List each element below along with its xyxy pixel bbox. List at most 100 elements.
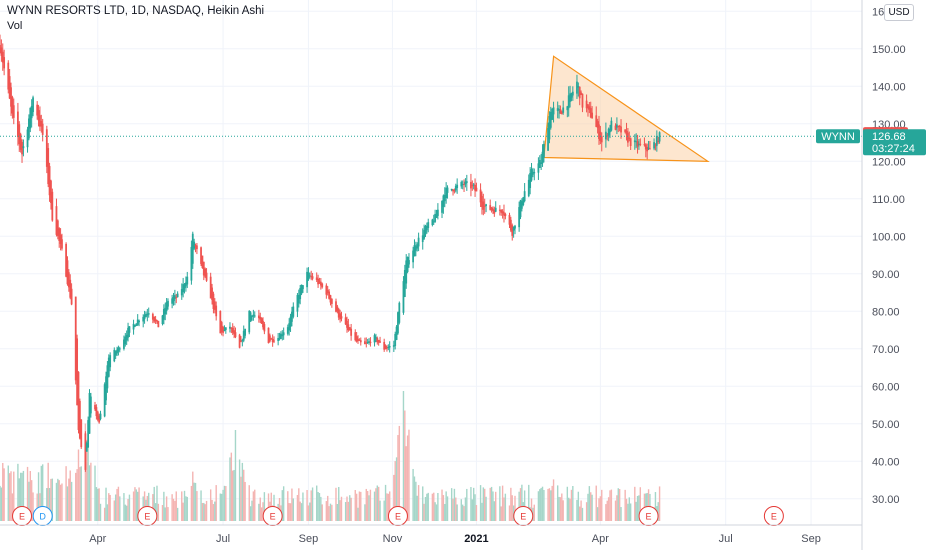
volume-bar	[119, 496, 121, 521]
candle-body	[32, 97, 34, 113]
volume-bar	[259, 497, 261, 521]
volume-bar	[366, 490, 369, 521]
volume-bar	[222, 489, 224, 521]
volume-bar	[595, 485, 597, 521]
volume-bar	[607, 497, 610, 521]
volume-bar	[70, 481, 73, 521]
candle-body	[8, 76, 11, 99]
candle-body	[519, 200, 522, 218]
volume-bar	[434, 502, 436, 521]
candle-body	[638, 143, 640, 145]
volume-bar	[175, 491, 177, 521]
candle-body	[99, 413, 102, 420]
candle-body	[560, 111, 563, 115]
candle-body	[483, 205, 486, 207]
volume-bar	[658, 486, 661, 521]
candle-body	[540, 162, 543, 165]
price-axis[interactable]: 30.00 40.00 50.00 60.00 70.00 80.00 90.00 100.0…	[861, 0, 906, 550]
candle-body	[200, 247, 202, 264]
volume-bar	[427, 492, 429, 521]
candle-body	[244, 328, 247, 336]
volume-bars	[0, 391, 661, 521]
volume-bar	[176, 507, 179, 521]
volume-bar	[360, 491, 362, 521]
chart-grid	[0, 0, 862, 525]
candle-body	[427, 222, 430, 229]
volume-bar	[185, 496, 187, 521]
volume-bar	[349, 495, 351, 521]
x-tick-label: Sep	[299, 533, 319, 545]
event-marker-label: E	[395, 512, 401, 522]
candle-body	[614, 125, 617, 130]
volume-bar	[368, 495, 370, 521]
volume-bar	[263, 492, 266, 521]
candle-body	[202, 261, 205, 276]
x-tick-label: Jul	[719, 533, 733, 545]
candle-body	[369, 341, 372, 344]
candle-body	[317, 278, 319, 285]
candle-body	[167, 300, 169, 307]
candle-body	[201, 255, 204, 268]
candle-body	[624, 129, 627, 133]
volume-bar	[624, 489, 626, 521]
volume-bar	[288, 503, 290, 521]
volume-bar	[567, 497, 570, 521]
candle-body	[425, 225, 428, 231]
candle-body	[271, 338, 274, 343]
candle-body	[17, 111, 19, 138]
volume-bar	[530, 498, 533, 521]
time-axis[interactable]: Apr Jul Sep Nov 2021 Apr Jul Sep	[0, 524, 862, 545]
volume-bar	[485, 496, 487, 521]
candle-body	[325, 285, 328, 295]
candle-body	[571, 91, 574, 96]
candle-body	[348, 327, 351, 331]
volume-bar	[537, 491, 540, 521]
candle-body	[277, 337, 280, 341]
event-marker-label: E	[144, 512, 150, 522]
volume-bar	[369, 489, 372, 521]
candle-body	[414, 246, 417, 251]
volume-bar	[252, 491, 255, 521]
volume-bar	[551, 485, 553, 521]
candle-body	[76, 338, 79, 406]
volume-bar	[106, 504, 109, 521]
triangle-pattern[interactable]	[543, 55, 710, 162]
candle-body	[165, 302, 168, 312]
candle-body	[281, 334, 284, 337]
candle-body	[299, 287, 302, 300]
candle-body	[463, 184, 465, 186]
candle-body	[589, 108, 592, 118]
candle-body	[359, 340, 362, 343]
x-tick-label: Sep	[801, 533, 821, 545]
volume-bar	[65, 466, 67, 521]
candle-body	[556, 108, 559, 111]
volume-bar	[105, 487, 107, 521]
volume-bar	[69, 470, 71, 521]
volume-bar	[136, 491, 139, 521]
volume-bar	[124, 504, 127, 521]
candle-body	[67, 272, 70, 288]
volume-bar	[466, 488, 468, 521]
candle-body	[355, 336, 358, 342]
volume-bar	[172, 498, 175, 521]
volume-bar	[416, 495, 418, 521]
candle-body	[136, 319, 139, 325]
volume-bar	[617, 488, 619, 521]
volume-bar	[460, 499, 462, 521]
currency-button[interactable]: USD	[884, 4, 914, 21]
volume-bar	[163, 491, 165, 521]
volume-bar	[37, 472, 40, 521]
candle-body	[475, 187, 478, 192]
volume-bar	[7, 465, 9, 521]
volume-bar	[190, 485, 193, 521]
volume-bar	[627, 503, 629, 521]
candle-body	[628, 137, 631, 139]
candle-body	[74, 296, 77, 381]
candle-body	[186, 276, 189, 285]
volume-label: Vol	[7, 20, 23, 32]
candle-body	[172, 296, 175, 302]
volume-bar	[464, 497, 467, 521]
volume-bar	[579, 506, 581, 521]
